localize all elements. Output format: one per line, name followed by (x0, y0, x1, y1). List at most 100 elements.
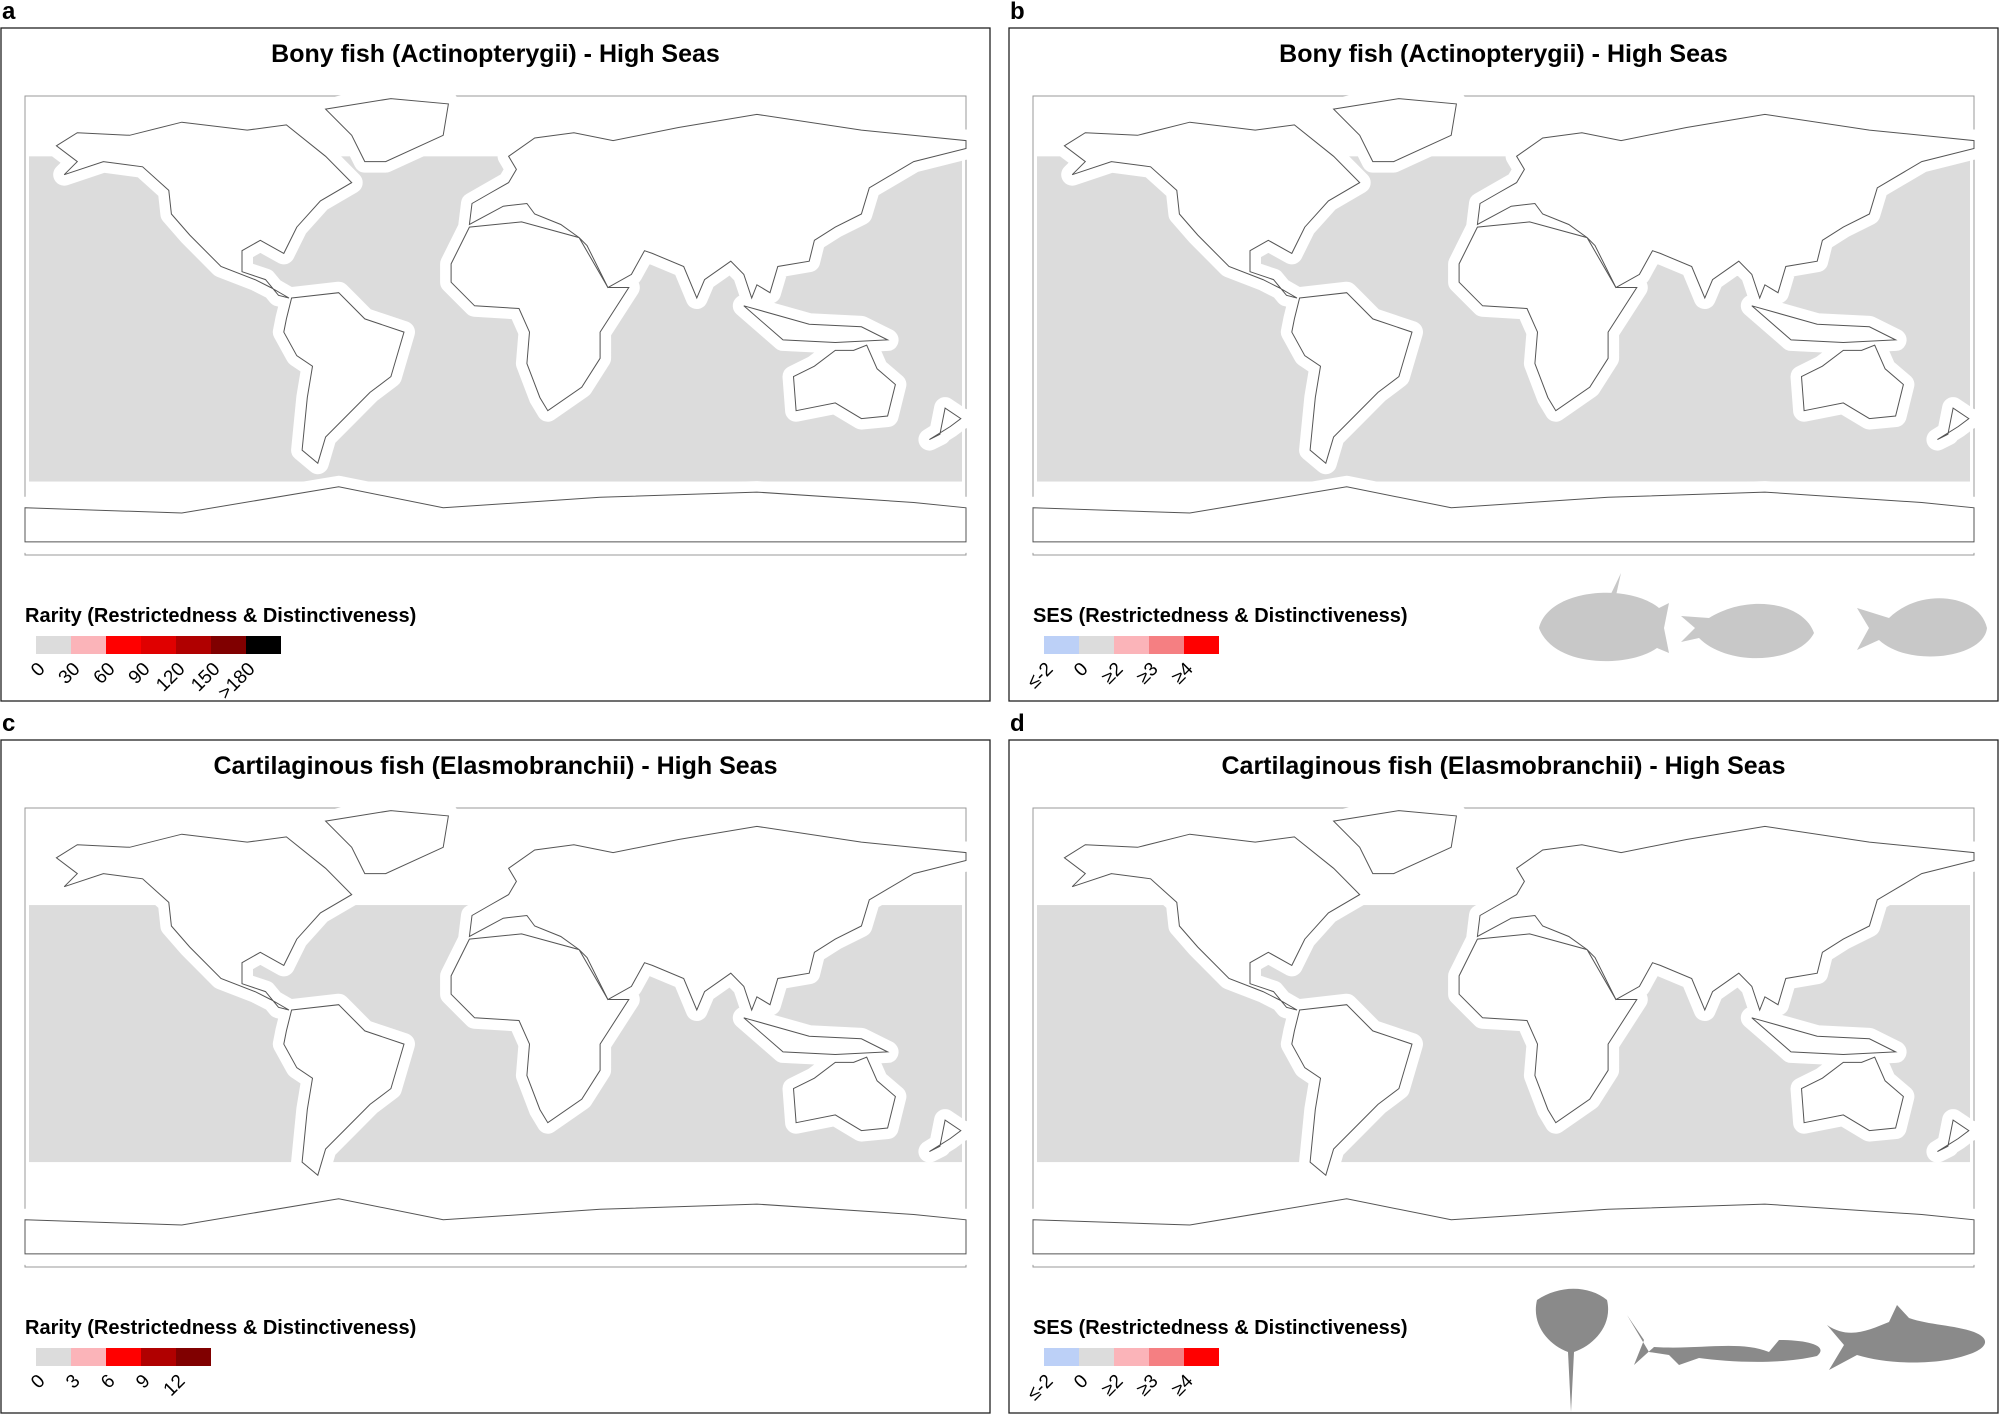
coastline (792, 1056, 896, 1132)
panel-frame (1008, 27, 1999, 702)
coastline (283, 292, 405, 465)
legend-label: ≥3 (1133, 1371, 1163, 1401)
legend-label: ≥4 (1168, 1370, 1198, 1400)
coastline (1063, 121, 1361, 299)
legend-swatch (246, 636, 281, 654)
legend-swatch (1184, 1348, 1219, 1366)
coastline (1800, 344, 1904, 420)
coastline (468, 825, 967, 1012)
legend-label: ≥3 (1133, 659, 1163, 689)
coastline (450, 933, 630, 1124)
coastline (743, 305, 890, 344)
coastline (1332, 98, 1457, 163)
legend-label: ≥4 (1168, 658, 1198, 688)
coastline (1751, 1017, 1898, 1056)
legend-label: 3 (62, 1371, 84, 1393)
coastline (1291, 292, 1413, 465)
legend: Rarity (Restrictedness & Distinctiveness… (25, 605, 416, 704)
silhouette (1539, 573, 1669, 662)
legend-swatch (1114, 1348, 1149, 1366)
panel-frame (0, 739, 991, 1414)
coastline (1937, 407, 1970, 441)
coastline (1063, 833, 1361, 1011)
coastline (1032, 486, 1975, 543)
silhouette (1857, 598, 1987, 657)
panel-label: c (2, 710, 15, 737)
coastline (929, 1119, 962, 1153)
panel: Cartilaginous fish (Elasmobranchii) - Hi… (0, 739, 991, 1414)
legend: SES (Restrictedness & Distinctiveness) ≤-… (1023, 1317, 1407, 1405)
legend-swatch (141, 1348, 176, 1366)
legend-label: 6 (97, 1371, 119, 1393)
legend-swatch (1184, 636, 1219, 654)
legend: Rarity (Restrictedness & Distinctiveness… (25, 1317, 416, 1400)
elasmo-silhouettes (1535, 1288, 1986, 1412)
coastline (55, 833, 353, 1011)
legend-swatch (1044, 1348, 1079, 1366)
legend-label: 0 (27, 1371, 49, 1393)
legend-title: SES (Restrictedness & Distinctiveness) (1033, 605, 1408, 627)
legend-title: Rarity (Restrictedness & Distinctiveness… (25, 1317, 416, 1339)
world-map (14, 799, 977, 1268)
legend-label: 12 (160, 1371, 190, 1401)
silhouette (1827, 1305, 1986, 1370)
coastline (1476, 113, 1975, 300)
legend-label: 120 (152, 659, 189, 696)
coastline (468, 113, 967, 300)
legend-label: 60 (90, 659, 120, 689)
panel: Bony fish (Actinopterygii) - High Seas SE… (1008, 27, 1999, 702)
panel-label: d (1010, 710, 1025, 737)
silhouette (1681, 603, 1814, 659)
legend-label: ≥2 (1098, 659, 1128, 689)
coastline (450, 221, 630, 412)
coastline (1458, 933, 1638, 1124)
coastline (792, 344, 896, 420)
silhouette (1535, 1288, 1609, 1412)
legend-swatch (141, 636, 176, 654)
legend-label: 9 (132, 1371, 154, 1393)
panel-title: Cartilaginous fish (Elasmobranchii) - Hi… (1222, 752, 1786, 780)
coastline (324, 810, 449, 875)
legend-swatch (211, 636, 246, 654)
coastline (1291, 1004, 1413, 1177)
coastline (1800, 1056, 1904, 1132)
legend-label: >180 (214, 659, 259, 704)
legend-swatch (1079, 1348, 1114, 1366)
panel-title: Cartilaginous fish (Elasmobranchii) - Hi… (214, 752, 778, 780)
legend-swatch (1114, 636, 1149, 654)
legend-label: ≥2 (1098, 1371, 1128, 1401)
legend-label: ≤-2 (1023, 659, 1057, 693)
legend-swatch (36, 636, 71, 654)
legend-label: 90 (125, 659, 155, 689)
legend-label: 30 (55, 659, 85, 689)
coastline (55, 121, 353, 299)
legend-label: 0 (27, 659, 49, 681)
legend-title: SES (Restrictedness & Distinctiveness) (1033, 1317, 1408, 1339)
panel-label: b (1010, 0, 1025, 25)
legend-swatch (106, 636, 141, 654)
world-map (1022, 799, 1985, 1268)
coastline (324, 98, 449, 163)
legend-label: 0 (1070, 659, 1092, 681)
legend-swatch (176, 636, 211, 654)
coastline (283, 1004, 405, 1177)
legend-label: ≤-2 (1023, 1371, 1057, 1405)
coastline (1476, 825, 1975, 1012)
coastline (1937, 1119, 1970, 1153)
coastline (24, 1198, 967, 1255)
panel: Cartilaginous fish (Elasmobranchii) - Hi… (1008, 739, 1999, 1414)
world-map (14, 87, 977, 556)
coastline (743, 1017, 890, 1056)
legend-swatch (36, 1348, 71, 1366)
coastline (1032, 1198, 1975, 1255)
coastline (929, 407, 962, 441)
coastline (1751, 305, 1898, 344)
panel-frame (0, 27, 991, 702)
legend-swatch (1079, 636, 1114, 654)
legend-swatch (1044, 636, 1079, 654)
legend-swatch (1149, 636, 1184, 654)
fish-silhouettes (1539, 573, 1987, 662)
legend-swatch (71, 636, 106, 654)
panel-title: Bony fish (Actinopterygii) - High Seas (271, 40, 720, 68)
panel-frame (1008, 739, 1999, 1414)
